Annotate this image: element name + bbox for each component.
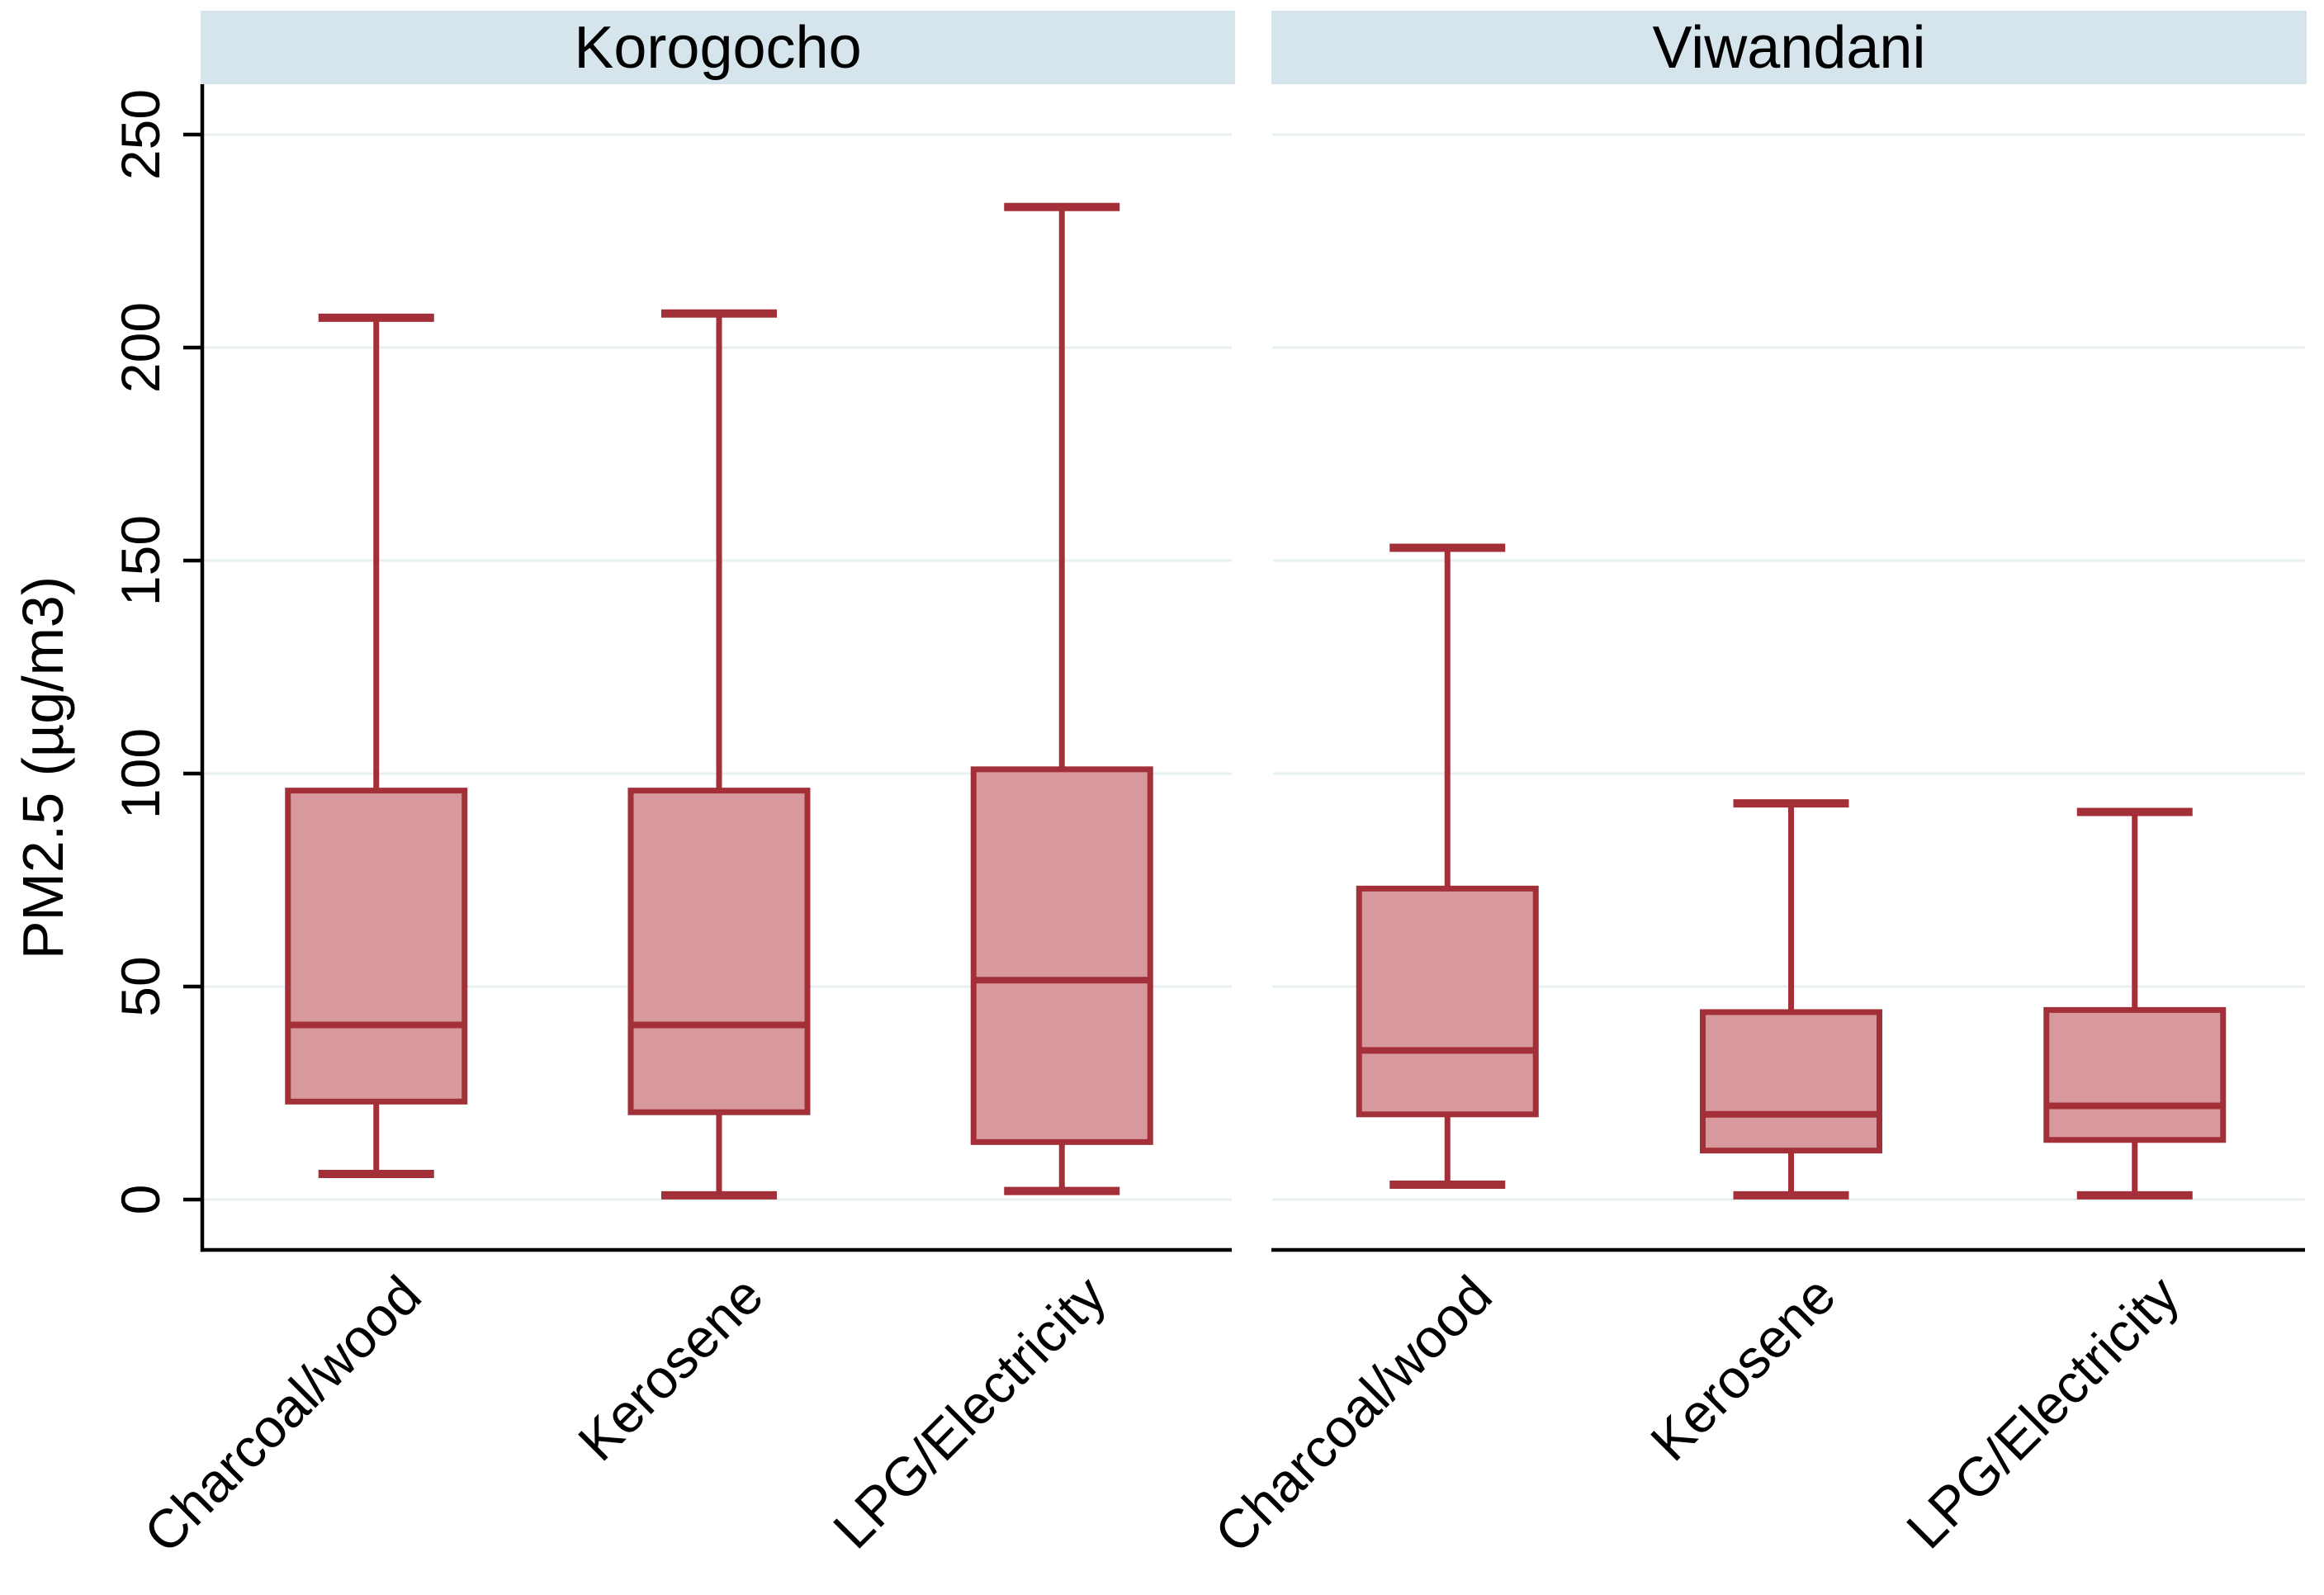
box-korogocho-kerosene: [627, 788, 811, 1115]
box-viwandani-lpg-electricity: [2043, 1006, 2227, 1143]
panel-title: Viwandani: [1652, 14, 1926, 81]
y-tick-label: 200: [110, 301, 171, 394]
y-axis-title: PM2.5 (µg/m3): [11, 575, 75, 960]
y-tick-label: 150: [110, 514, 171, 607]
box-korogocho-charcoal-wood: [285, 788, 468, 1105]
panel-title: Korogocho: [574, 14, 862, 81]
y-tick-label: 50: [110, 956, 171, 1017]
panel-header-korogocho: Korogocho: [201, 11, 1235, 84]
box-viwandani-charcoal-wood: [1356, 885, 1539, 1118]
box-korogocho-lpg-electricity: [970, 766, 1153, 1145]
y-tick-label: 100: [110, 727, 171, 820]
panel-header-viwandani: Viwandani: [1271, 11, 2307, 84]
y-tick-label: 250: [110, 88, 171, 181]
y-tick-label: 0: [110, 1184, 171, 1215]
box-viwandani-kerosene: [1700, 1009, 1882, 1154]
